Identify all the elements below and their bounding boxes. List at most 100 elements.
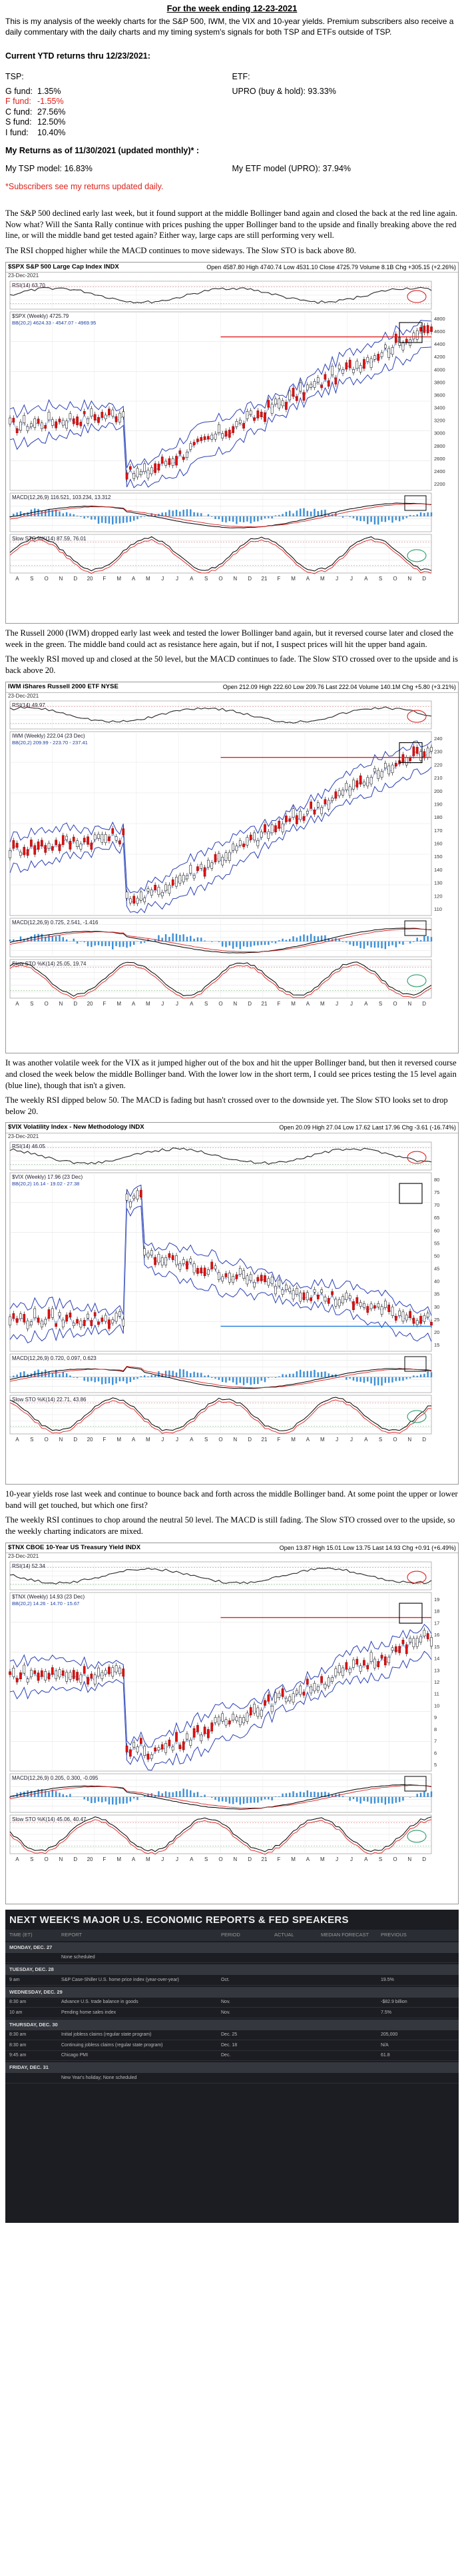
candle [207, 1729, 210, 1738]
candle [373, 768, 376, 772]
ytd-heading: Current YTD returns thru 12/23/2021: [5, 51, 150, 61]
y-tick-label: 6 [434, 1750, 437, 1756]
x-tick-label: N [233, 1001, 237, 1007]
candle [37, 418, 40, 424]
macd-histogram-bar [405, 1377, 407, 1379]
macd-histogram-bar [211, 1377, 213, 1379]
candle [387, 348, 391, 358]
macd-histogram-bar [23, 939, 25, 942]
candle [377, 1303, 380, 1308]
candle [189, 443, 192, 450]
econ-cell: New Year's holiday; None scheduled [61, 2075, 137, 2080]
candle [26, 1320, 29, 1329]
candle [423, 1315, 426, 1322]
macd-histogram-bar [271, 1796, 273, 1801]
candle [423, 325, 426, 333]
x-tick-label: J [176, 1856, 178, 1862]
macd-histogram-bar [306, 1790, 309, 1797]
candle [253, 1704, 256, 1714]
macd-histogram-bar [193, 1371, 195, 1377]
macd-histogram-bar [296, 1371, 298, 1377]
candle [196, 438, 199, 442]
macd-histogram-bar [314, 508, 316, 517]
macd-histogram-bar [115, 516, 117, 524]
econ-cell [321, 1999, 381, 2005]
macd-histogram-bar [299, 1369, 302, 1377]
candle [324, 799, 327, 805]
candle [164, 884, 167, 892]
macd-histogram-bar [44, 1369, 47, 1377]
macd-histogram-bar [320, 510, 323, 517]
candle [132, 1742, 136, 1748]
macd-histogram-bar [190, 509, 192, 517]
candle [281, 1289, 284, 1295]
candle [186, 1261, 188, 1269]
macd-histogram-bar [232, 942, 234, 950]
macd-histogram-bar [207, 514, 210, 517]
candle [380, 771, 383, 778]
candle [61, 835, 65, 846]
macd-histogram-bar [154, 940, 156, 942]
candle [232, 1276, 234, 1283]
candle [238, 1717, 242, 1726]
candle [426, 1313, 429, 1317]
y-tick-label: 2200 [434, 481, 445, 487]
x-tick-label: J [336, 1001, 338, 1007]
candle [83, 1666, 86, 1674]
econ-column-headers: TIME (ET) REPORT PERIOD ACTUAL MEDIAN FO… [5, 1930, 459, 1941]
candle [285, 1285, 288, 1291]
candle [267, 1278, 270, 1286]
x-tick-label: M [146, 1437, 150, 1443]
macd-histogram-bar [413, 1375, 415, 1377]
candle [359, 1665, 362, 1672]
candle [359, 365, 362, 372]
candle [182, 875, 185, 883]
candle [90, 1320, 93, 1327]
candle [242, 844, 245, 848]
macd-histogram-bar [94, 516, 96, 520]
x-tick-label: 20 [87, 1856, 93, 1862]
candle [221, 1276, 224, 1281]
candle [423, 1630, 426, 1636]
macd-histogram-bar [94, 1796, 96, 1803]
macd-histogram-bar [140, 942, 142, 944]
macd-histogram-bar [359, 1377, 361, 1382]
macd-histogram-bar [402, 516, 404, 520]
y-tick-label: 200 [434, 788, 443, 794]
x-tick-label: N [59, 1856, 63, 1862]
macd-histogram-bar [164, 512, 167, 517]
macd-histogram-bar [182, 1788, 184, 1797]
y-tick-label: 7 [434, 1738, 437, 1744]
macd-histogram-bar [62, 1794, 64, 1797]
macd-histogram-bar [416, 1375, 418, 1377]
macd-histogram-bar [175, 1372, 178, 1377]
y-tick-label: 80 [434, 1177, 439, 1183]
candle [256, 1277, 260, 1281]
candle [87, 418, 89, 424]
macd-histogram-bar [289, 939, 291, 942]
macd-histogram-bar [274, 1796, 277, 1797]
macd-histogram-bar [282, 939, 284, 942]
x-tick-label: A [306, 576, 310, 582]
macd-histogram-bar [16, 512, 18, 517]
macd-histogram-bar [384, 1796, 387, 1805]
candle [139, 892, 142, 902]
candle [419, 751, 422, 761]
candle [9, 1671, 11, 1675]
macd-histogram-bar [207, 1375, 210, 1377]
candle [391, 347, 394, 355]
econ-cell: 8:30 am [9, 2000, 27, 2005]
macd-histogram-bar [242, 1796, 245, 1804]
chart-quote: Open 20.09 High 27.04 Low 17.62 Last 17.… [279, 1124, 456, 1131]
candle [348, 1668, 351, 1673]
macd-histogram-bar [268, 1377, 270, 1379]
candle [288, 390, 292, 400]
candle [51, 1667, 54, 1675]
chart-header: IWM iShares Russell 2000 ETF NYSE Open 21… [6, 682, 458, 693]
macd-histogram-bar [356, 516, 358, 521]
econ-cell [221, 1954, 274, 1960]
macd-histogram-bar [299, 508, 302, 517]
candle [115, 836, 118, 841]
candle [210, 1261, 214, 1269]
candle [316, 1686, 320, 1691]
